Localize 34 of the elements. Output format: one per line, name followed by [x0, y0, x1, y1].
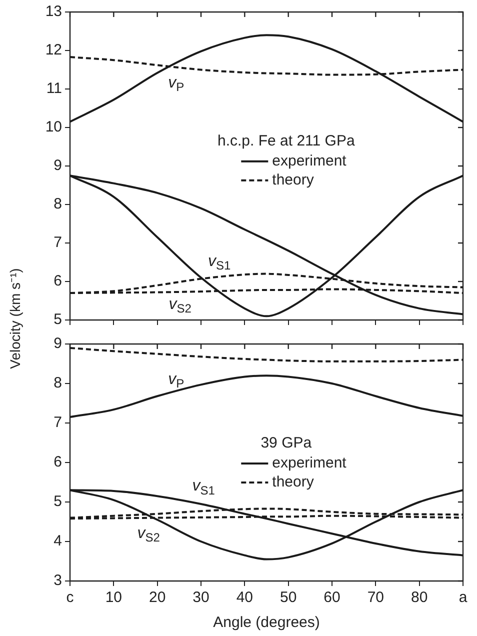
x-tick-label: 80	[410, 589, 428, 606]
y-tick-label: 6	[54, 272, 62, 290]
x-tick-label: 10	[105, 589, 122, 606]
y-tick-label: 7	[54, 234, 62, 252]
x-tick-label: 60	[324, 589, 340, 606]
y-tick-label: 8	[54, 196, 62, 213]
y-tick-label: 5	[54, 311, 62, 328]
y-tick-label: 11	[46, 80, 62, 98]
legend-title: h.c.p. Fe at 211 GPa	[217, 132, 356, 150]
legend-label: theory	[272, 474, 314, 491]
x-tick-label: 50	[280, 589, 297, 606]
y-tick-label: 8	[54, 374, 62, 392]
x-tick-label: 20	[148, 589, 166, 606]
y-tick-label: 10	[45, 118, 62, 136]
x-tick-label: 70	[367, 589, 384, 606]
x-tick-label: 30	[192, 589, 210, 606]
y-tick-label: 4	[54, 532, 62, 550]
x-tick-label: a	[458, 589, 468, 606]
x-tick-label: 40	[236, 589, 254, 606]
legend-label: theory	[272, 172, 314, 188]
x-tick-label: c	[66, 589, 74, 606]
y-tick-label: 9	[54, 335, 62, 352]
legend-label: experiment	[272, 152, 348, 170]
x-axis-title: Angle (degrees)	[213, 614, 320, 632]
y-tick-label: 12	[45, 42, 62, 59]
y-tick-label: 9	[54, 157, 62, 174]
y-tick-label: 13	[45, 3, 62, 20]
y-tick-label: 6	[54, 454, 62, 471]
y-tick-label: 7	[54, 414, 62, 432]
legend-label: experiment	[272, 454, 348, 472]
legend-title: 39 GPa	[260, 434, 312, 452]
y-tick-label: 3	[54, 572, 62, 590]
y-tick-label: 5	[54, 493, 62, 510]
y-axis-title: Velocity (km s⁻¹)	[6, 268, 24, 368]
